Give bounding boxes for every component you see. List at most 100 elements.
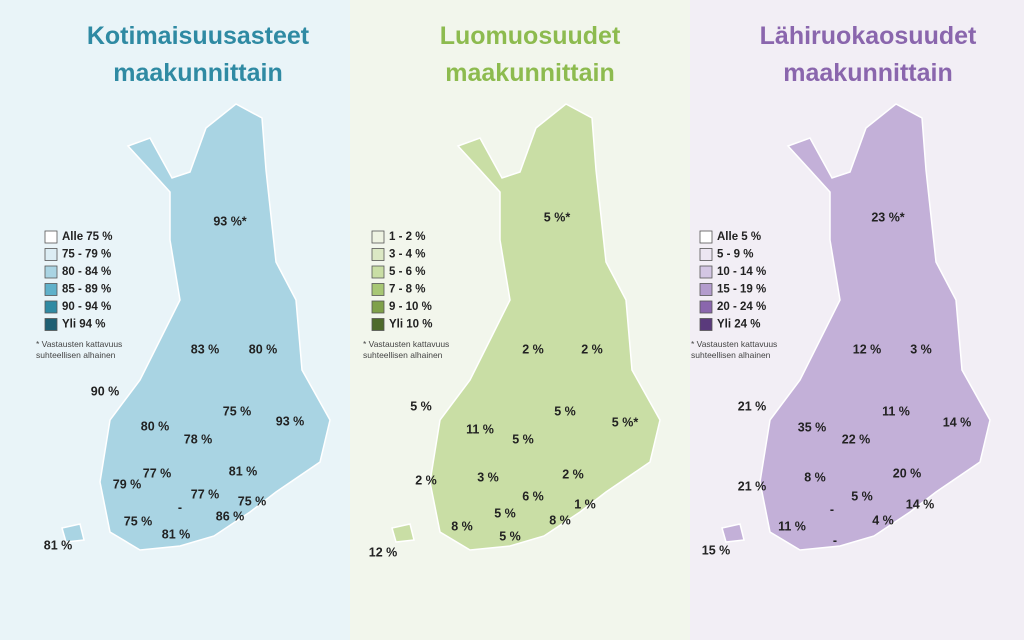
- legend-label: Yli 10 %: [389, 319, 432, 331]
- region-label: 22 %: [842, 432, 871, 446]
- region-label: 2 %: [581, 342, 603, 356]
- region-label: 8 %: [549, 513, 571, 527]
- region-label: 80 %: [249, 342, 278, 356]
- legend-swatch: [371, 265, 385, 279]
- region-label: 21 %: [738, 479, 767, 493]
- region-label: 5 %*: [544, 210, 571, 224]
- panel-title: Lähiruokaosuudet: [760, 22, 977, 50]
- region-label: 75 %: [124, 514, 153, 528]
- legend-label: Yli 24 %: [717, 319, 760, 331]
- footnote: * Vastausten kattavuus: [363, 339, 449, 349]
- legend-label: Yli 94 %: [62, 319, 105, 331]
- footnote: suhteellisen alhainen: [36, 350, 116, 360]
- region-label: 80 %: [141, 419, 170, 433]
- region-label: 4 %: [872, 513, 894, 527]
- map-panel: Luomuosuudet maakunnittain 1 - 2 % 3 - 4 % 5…: [363, 22, 661, 559]
- region-label: 93 %*: [213, 214, 246, 228]
- region-label: 90 %: [91, 384, 120, 398]
- region-label: 15 %: [702, 543, 731, 557]
- region-label: 14 %: [943, 415, 972, 429]
- map-panel: Lähiruokaosuudet maakunnittain Alle 5 % 5 -…: [691, 22, 991, 557]
- region-label: 6 %: [522, 489, 544, 503]
- legend-swatch: [371, 318, 385, 331]
- region-label: 5 %*: [612, 415, 639, 429]
- region-label: -: [833, 533, 837, 547]
- legend-swatch: [371, 300, 385, 314]
- region-label: 81 %: [162, 527, 191, 541]
- panel-title: maakunnittain: [783, 59, 952, 87]
- region-label: 77 %: [191, 487, 220, 501]
- region-label: -: [178, 500, 182, 514]
- region-label: 11 %: [882, 404, 910, 418]
- region-label: 3 %: [910, 342, 932, 356]
- region-label: 35 %: [798, 420, 827, 434]
- legend-swatch: [699, 318, 713, 331]
- region-label: 3 %: [477, 470, 499, 484]
- region-label: 1 %: [574, 497, 596, 511]
- legend-swatch: [44, 265, 58, 279]
- footnote: * Vastausten kattavuus: [691, 339, 777, 349]
- region-label: 78 %: [184, 432, 213, 446]
- region-label: 5 %: [512, 432, 534, 446]
- legend-label: 5 - 9 %: [717, 249, 753, 261]
- legend-label: 3 - 4 %: [389, 249, 425, 261]
- region-label: 8 %: [804, 470, 826, 484]
- map-panel: Kotimaisuusasteet maakunnittain Alle 75 % 7…: [36, 22, 331, 552]
- region-label: 2 %: [522, 342, 544, 356]
- legend-label: 10 - 14 %: [717, 266, 766, 278]
- legend-label: 1 - 2 %: [389, 231, 425, 243]
- legend-swatch: [44, 248, 58, 261]
- region-label: 8 %: [451, 519, 473, 533]
- region-label: 93 %: [276, 414, 305, 428]
- region-label: 21 %: [738, 399, 767, 413]
- panel-title: maakunnittain: [113, 59, 282, 87]
- panel-title: maakunnittain: [445, 59, 614, 87]
- region-label: 12 %: [853, 342, 882, 356]
- region-label: 79 %: [113, 477, 142, 491]
- region-label: 75 %: [223, 404, 252, 418]
- legend-swatch: [699, 230, 713, 244]
- footnote: suhteellisen alhainen: [363, 350, 443, 360]
- legend-label: Alle 75 %: [62, 231, 113, 243]
- region-label: 2 %: [415, 473, 437, 487]
- region-label: 5 %: [851, 489, 873, 503]
- region-label: 86 %: [216, 509, 245, 523]
- legend-label: 75 - 79 %: [62, 249, 111, 261]
- region-label: 81 %: [44, 538, 73, 552]
- legend-swatch: [699, 265, 713, 279]
- legend-label: 80 - 84 %: [62, 266, 111, 278]
- legend-label: 15 - 19 %: [717, 284, 766, 296]
- region-label: 81 %: [229, 464, 258, 478]
- legend-label: 7 - 8 %: [389, 284, 425, 296]
- region-label: 83 %: [191, 342, 220, 356]
- legend-swatch: [44, 300, 58, 314]
- region-label: 23 %*: [871, 210, 904, 224]
- legend-swatch: [44, 283, 58, 296]
- region-label: 75 %: [238, 494, 267, 508]
- legend-label: 90 - 94 %: [62, 301, 111, 313]
- legend-label: 9 - 10 %: [389, 301, 432, 313]
- region-label: 2 %: [562, 467, 584, 481]
- region-label: 12 %: [369, 545, 398, 559]
- region-label: 5 %: [494, 506, 516, 520]
- legend-swatch: [699, 300, 713, 314]
- legend-swatch: [371, 230, 385, 244]
- footnote: * Vastausten kattavuus: [36, 339, 122, 349]
- region-label: 5 %: [410, 399, 432, 413]
- region-label: 11 %: [778, 519, 806, 533]
- legend-label: 20 - 24 %: [717, 301, 766, 313]
- footnote: suhteellisen alhainen: [691, 350, 771, 360]
- legend-label: Alle 5 %: [717, 231, 761, 243]
- region-label: 5 %: [554, 404, 576, 418]
- legend-swatch: [44, 230, 58, 244]
- legend-swatch: [371, 248, 385, 261]
- legend-swatch: [699, 283, 713, 296]
- region-label: -: [830, 502, 834, 516]
- legend-swatch: [699, 248, 713, 261]
- region-label: 5 %: [499, 529, 521, 543]
- region-label: 14 %: [906, 497, 935, 511]
- region-label: 77 %: [143, 466, 172, 480]
- region-label: 20 %: [893, 466, 922, 480]
- panel-title: Luomuosuudet: [440, 22, 621, 50]
